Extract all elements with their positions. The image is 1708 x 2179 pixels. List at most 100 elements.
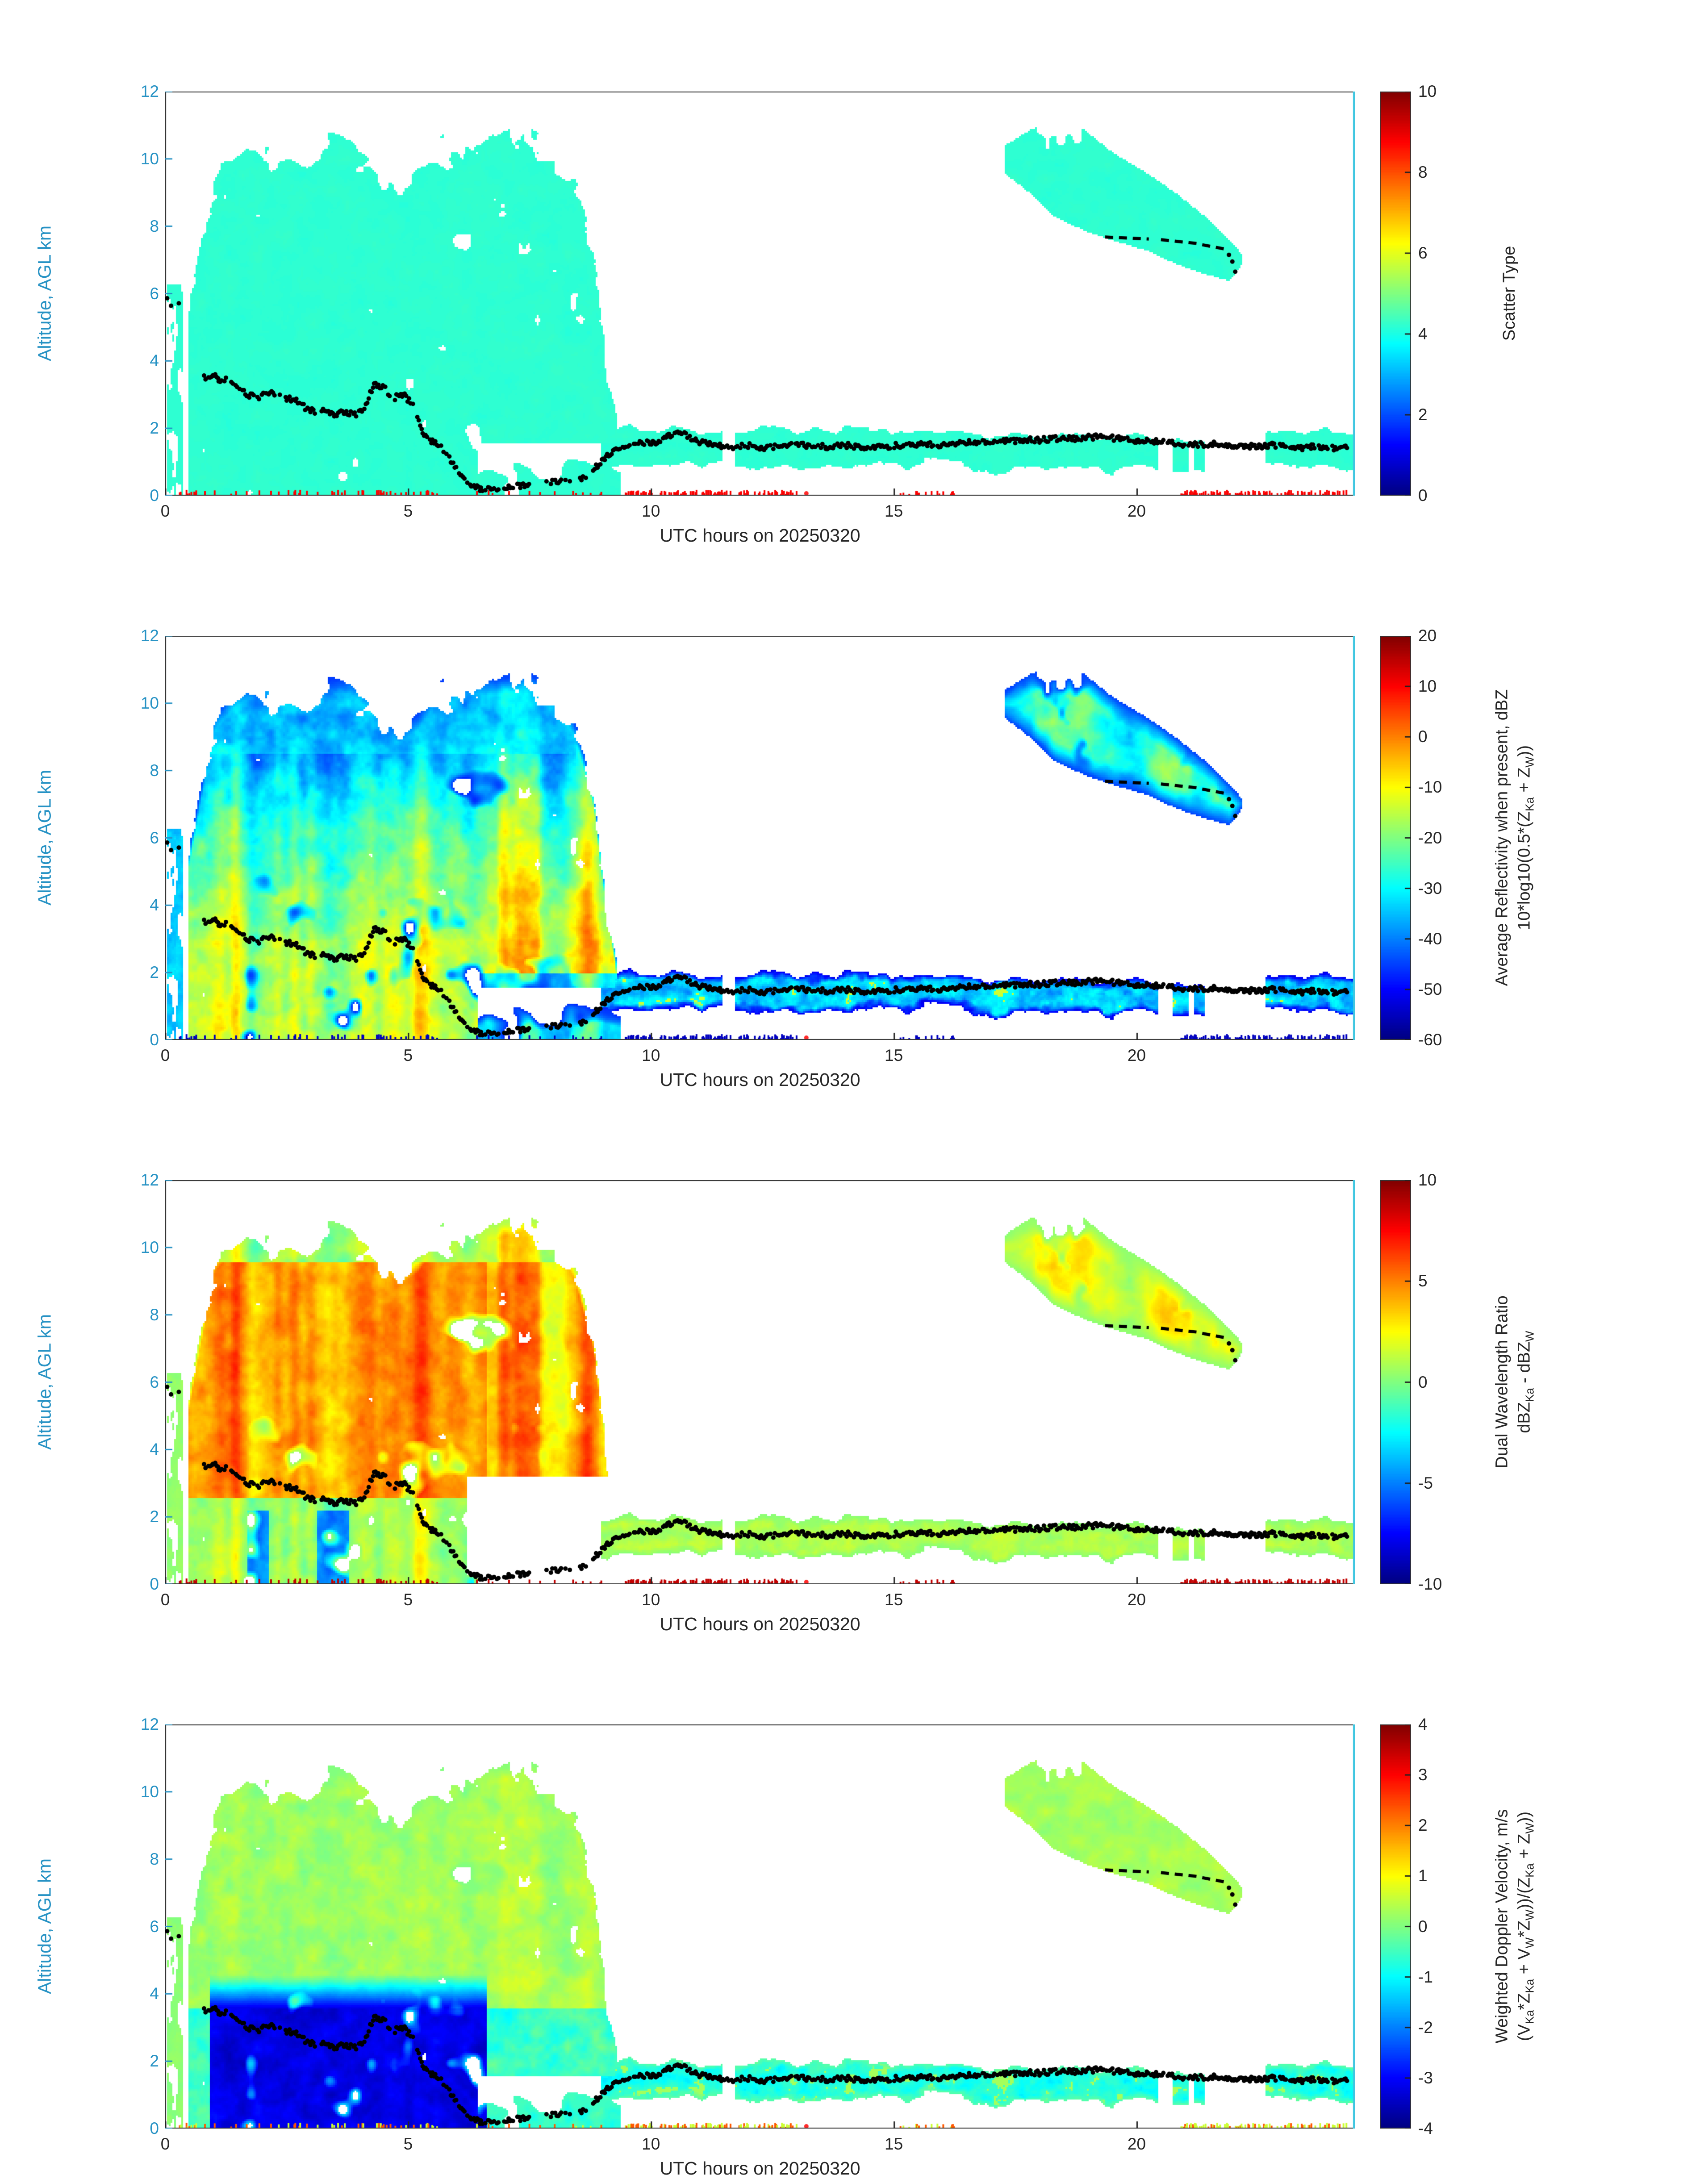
colorbar-tick-label: 0 [1418,727,1428,746]
colorbar-tick-label: -30 [1418,879,1442,897]
y-tick-label: 8 [150,217,159,235]
colorbar-tick-label: -3 [1418,2068,1433,2087]
colorbar-tick-label: -2 [1418,2018,1433,2037]
reflectivity-heatmap [165,636,1355,1040]
colorbar-label: Dual Wavelength Ratio dBZKa - dBZW [1492,1295,1537,1469]
panel-doppler-velocity: Altitude, AGL km UTC hours on 20250320 W… [0,1633,1708,2179]
y-axis-label: Altitude, AGL km [34,225,55,361]
colorbar-tick-label: -40 [1418,929,1442,948]
doppler-velocity-colorbar [1380,1724,1411,2129]
y-axis-label: Altitude, AGL km [34,1858,55,1994]
x-tick-label: 10 [642,1046,660,1064]
x-tick-label: 15 [885,2135,903,2153]
x-tick-label: 0 [160,1590,170,1609]
x-tick-label: 5 [403,1046,413,1064]
y-tick-label: 4 [150,896,159,914]
colorbar-tick-label: -5 [1418,1474,1433,1492]
x-axis-label: UTC hours on 20250320 [660,525,860,546]
y-tick-label: 2 [150,963,159,982]
colorbar-tick-label: 10 [1418,677,1437,696]
x-tick-label: 0 [160,502,170,520]
x-axis-label: UTC hours on 20250320 [660,1614,860,1634]
y-tick-label: 2 [150,419,159,438]
panel-dual-wavelength-ratio: Altitude, AGL km UTC hours on 20250320 D… [0,1089,1708,1634]
y-tick-label: 2 [150,2052,159,2070]
y-tick-label: 6 [150,1373,159,1391]
y-axis-label: Altitude, AGL km [34,1314,55,1450]
colorbar-tick-label: 8 [1418,163,1428,181]
colorbar-label: Weighted Doppler Velocity, m/s (VKa*ZKa +… [1492,1809,1537,2044]
x-tick-label: 0 [160,1046,170,1064]
colorbar-tick-label: 20 [1418,626,1437,645]
x-tick-label: 10 [642,502,660,520]
y-tick-label: 10 [140,693,159,712]
x-tick-label: 0 [160,2135,170,2153]
y-tick-label: 8 [150,761,159,780]
colorbar-tick-label: 2 [1418,1816,1428,1835]
dual-wavelength-ratio-heatmap [165,1180,1355,1584]
colorbar-tick-label: 3 [1418,1766,1428,1784]
y-tick-label: 0 [150,2119,159,2137]
y-tick-label: 2 [150,1507,159,1526]
colorbar-tick-label: -4 [1418,2119,1433,2137]
colorbar-tick-label: 10 [1418,1171,1437,1189]
colorbar-tick-label: -60 [1418,1031,1442,1049]
colorbar-tick-label: 5 [1418,1272,1428,1290]
scatter-type-heatmap [165,92,1355,496]
x-tick-label: 15 [885,1590,903,1609]
colorbar-tick-label: 2 [1418,405,1428,424]
x-axis-label: UTC hours on 20250320 [660,1069,860,1090]
colorbar-tick-label: -1 [1418,1967,1433,1986]
y-tick-label: 4 [150,1984,159,2003]
colorbar-label: Average Reflectivity when present, dBZ 10… [1492,689,1537,986]
y-tick-label: 12 [140,1171,159,1189]
x-tick-label: 20 [1127,2135,1146,2153]
x-tick-label: 15 [885,502,903,520]
x-tick-label: 10 [642,1590,660,1609]
y-tick-label: 0 [150,486,159,505]
panel-reflectivity: Altitude, AGL km UTC hours on 20250320 A… [0,544,1708,1090]
x-tick-label: 20 [1127,1046,1146,1064]
colorbar-label: Scatter Type [1500,246,1519,341]
y-tick-label: 10 [140,149,159,168]
y-tick-label: 4 [150,351,159,370]
x-tick-label: 20 [1127,1590,1146,1609]
colorbar-tick-label: 6 [1418,244,1428,262]
x-tick-label: 5 [403,502,413,520]
colorbar-tick-label: 4 [1418,325,1428,343]
y-tick-label: 8 [150,1305,159,1324]
colorbar-tick-label: 0 [1418,486,1428,505]
colorbar-tick-label: -10 [1418,1575,1442,1593]
y-tick-label: 0 [150,1575,159,1593]
y-tick-label: 12 [140,626,159,645]
y-tick-label: 10 [140,1238,159,1256]
y-tick-label: 10 [140,1782,159,1801]
colorbar-tick-label: 4 [1418,1715,1428,1733]
x-tick-label: 15 [885,1046,903,1064]
x-axis-label: UTC hours on 20250320 [660,2158,860,2179]
colorbar-tick-label: 10 [1418,82,1437,100]
reflectivity-colorbar [1380,636,1411,1040]
doppler-velocity-heatmap [165,1724,1355,2129]
y-tick-label: 12 [140,1715,159,1733]
y-tick-label: 6 [150,1917,159,1936]
x-tick-label: 10 [642,2135,660,2153]
x-tick-label: 5 [403,2135,413,2153]
y-axis-label: Altitude, AGL km [34,770,55,906]
y-tick-label: 0 [150,1031,159,1049]
colorbar-tick-label: 1 [1418,1866,1428,1885]
colorbar-tick-label: 0 [1418,1917,1428,1936]
colorbar-tick-label: -50 [1418,980,1442,998]
y-tick-label: 6 [150,284,159,303]
y-tick-label: 4 [150,1440,159,1459]
scatter-type-colorbar [1380,92,1411,496]
colorbar-tick-label: -10 [1418,778,1442,797]
colorbar-tick-label: 0 [1418,1373,1428,1391]
dual-wavelength-ratio-colorbar [1380,1180,1411,1584]
y-tick-label: 8 [150,1849,159,1868]
colorbar-tick-label: -20 [1418,828,1442,847]
panel-scatter-type: Altitude, AGL km UTC hours on 20250320 S… [0,0,1708,546]
x-tick-label: 20 [1127,502,1146,520]
y-tick-label: 6 [150,828,159,847]
